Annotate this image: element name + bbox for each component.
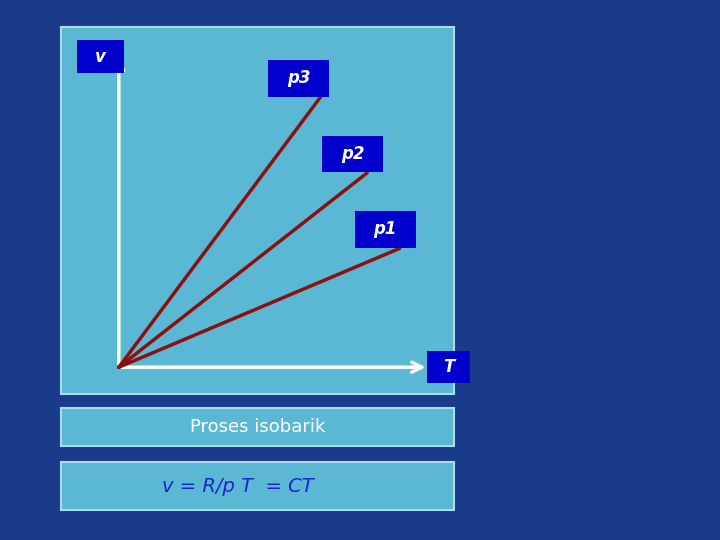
Bar bbox=[427, 351, 470, 383]
Text: T: T bbox=[443, 358, 454, 376]
Bar bbox=[268, 60, 329, 97]
Text: v = R/p T  = CT: v = R/p T = CT bbox=[162, 476, 314, 496]
Bar bbox=[61, 408, 454, 445]
Bar bbox=[61, 462, 454, 510]
Text: p2: p2 bbox=[341, 145, 364, 163]
Text: p3: p3 bbox=[287, 69, 310, 87]
Bar bbox=[78, 40, 125, 73]
Text: v: v bbox=[95, 48, 107, 66]
Bar bbox=[61, 27, 454, 394]
Bar bbox=[355, 211, 416, 248]
Text: p1: p1 bbox=[374, 220, 397, 239]
Bar bbox=[323, 136, 383, 172]
Text: Proses isobarik: Proses isobarik bbox=[189, 417, 325, 436]
